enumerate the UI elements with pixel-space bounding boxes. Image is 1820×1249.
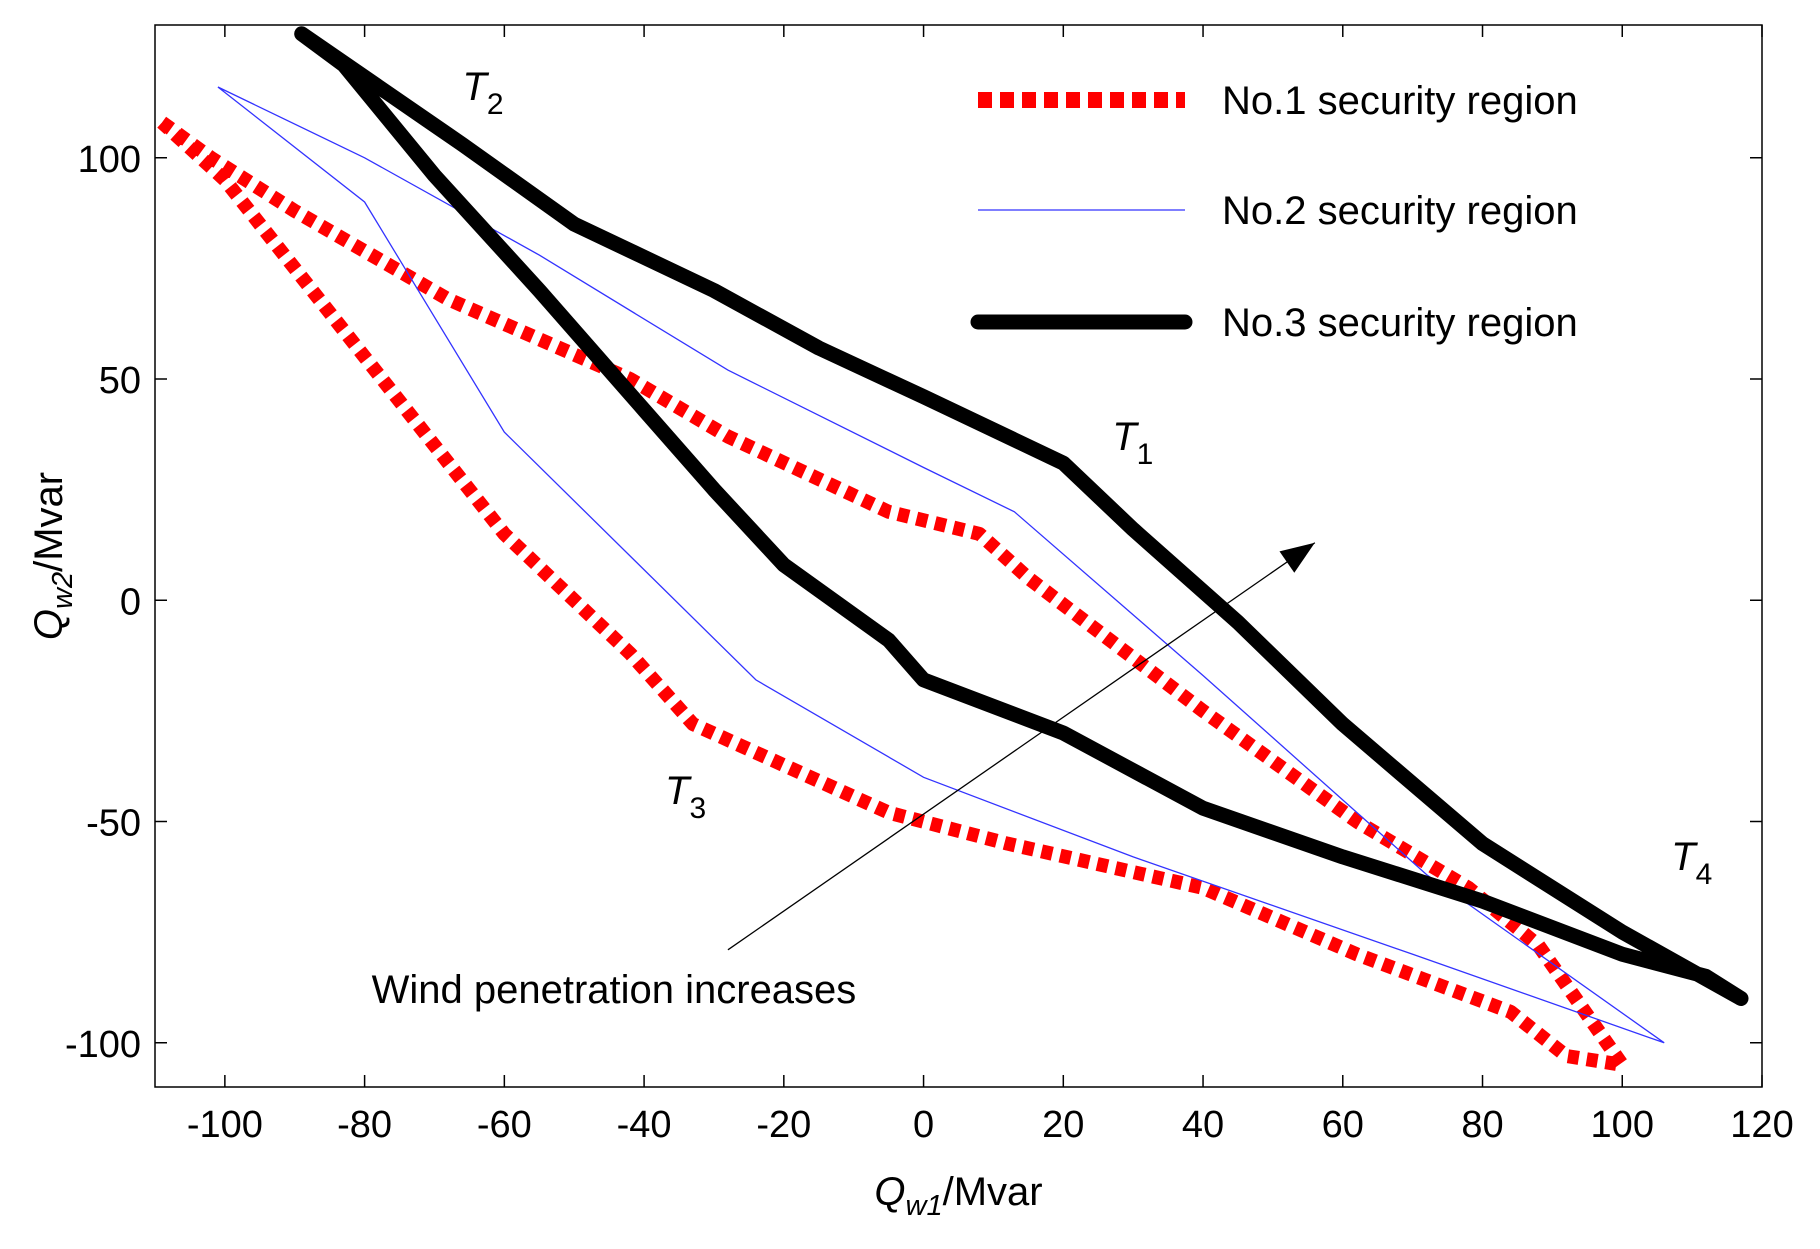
x-tick-label: -40 (617, 1104, 672, 1146)
x-tick-label: -20 (756, 1104, 811, 1146)
y-tick-label: -50 (86, 803, 141, 845)
x-tick-label: 60 (1322, 1104, 1364, 1146)
legend: No.1 security region No.2 security region… (970, 79, 1578, 345)
x-tick-label: -80 (337, 1104, 392, 1146)
region-vertex-label: T2 (462, 65, 503, 121)
y-tick-label: 100 (78, 139, 141, 181)
legend-label-no2: No.2 security region (1222, 189, 1578, 233)
series-layer (157, 26, 1749, 1072)
region-vertex-label: T1 (1112, 415, 1153, 471)
annotation-layer: T1 T2 T3 T4 Wind penetration increases (372, 65, 1713, 1012)
x-tick-label: 20 (1042, 1104, 1084, 1146)
x-tick-label: 120 (1730, 1104, 1793, 1146)
series-line-no3 (294, 26, 1749, 1006)
x-axis-label: Qw1/Mvar (874, 1170, 1042, 1222)
x-tick-label: 100 (1591, 1104, 1654, 1146)
ticks-layer: -100 -80 -60 -40 -20 0 20 40 60 80 100 120 -100 -50 0 5… (65, 25, 1794, 1146)
plot-frame (154, 24, 1763, 1088)
x-tick-label: -100 (187, 1104, 263, 1146)
series-line-no2 (217, 86, 1665, 1044)
y-tick-label: 0 (120, 581, 141, 623)
trend-arrow-head (1279, 542, 1315, 573)
legend-label-no1: No.1 security region (1222, 79, 1578, 123)
x-tick-label: 40 (1182, 1104, 1224, 1146)
series-line-no1 (157, 116, 1630, 1072)
x-tick-label: 0 (913, 1104, 934, 1146)
trend-arrow-line (727, 542, 1316, 951)
annotation-text: Wind penetration increases (372, 968, 857, 1012)
region-vertex-label: T4 (1671, 835, 1712, 891)
legend-label-no3: No.3 security region (1222, 301, 1578, 345)
y-tick-label: -100 (65, 1024, 141, 1066)
x-tick-label: -60 (477, 1104, 532, 1146)
region-vertex-label: T3 (665, 769, 706, 825)
y-axis-label: Qw2/Mvar (27, 472, 79, 640)
y-tick-label: 50 (99, 360, 141, 402)
x-tick-label: 80 (1461, 1104, 1503, 1146)
